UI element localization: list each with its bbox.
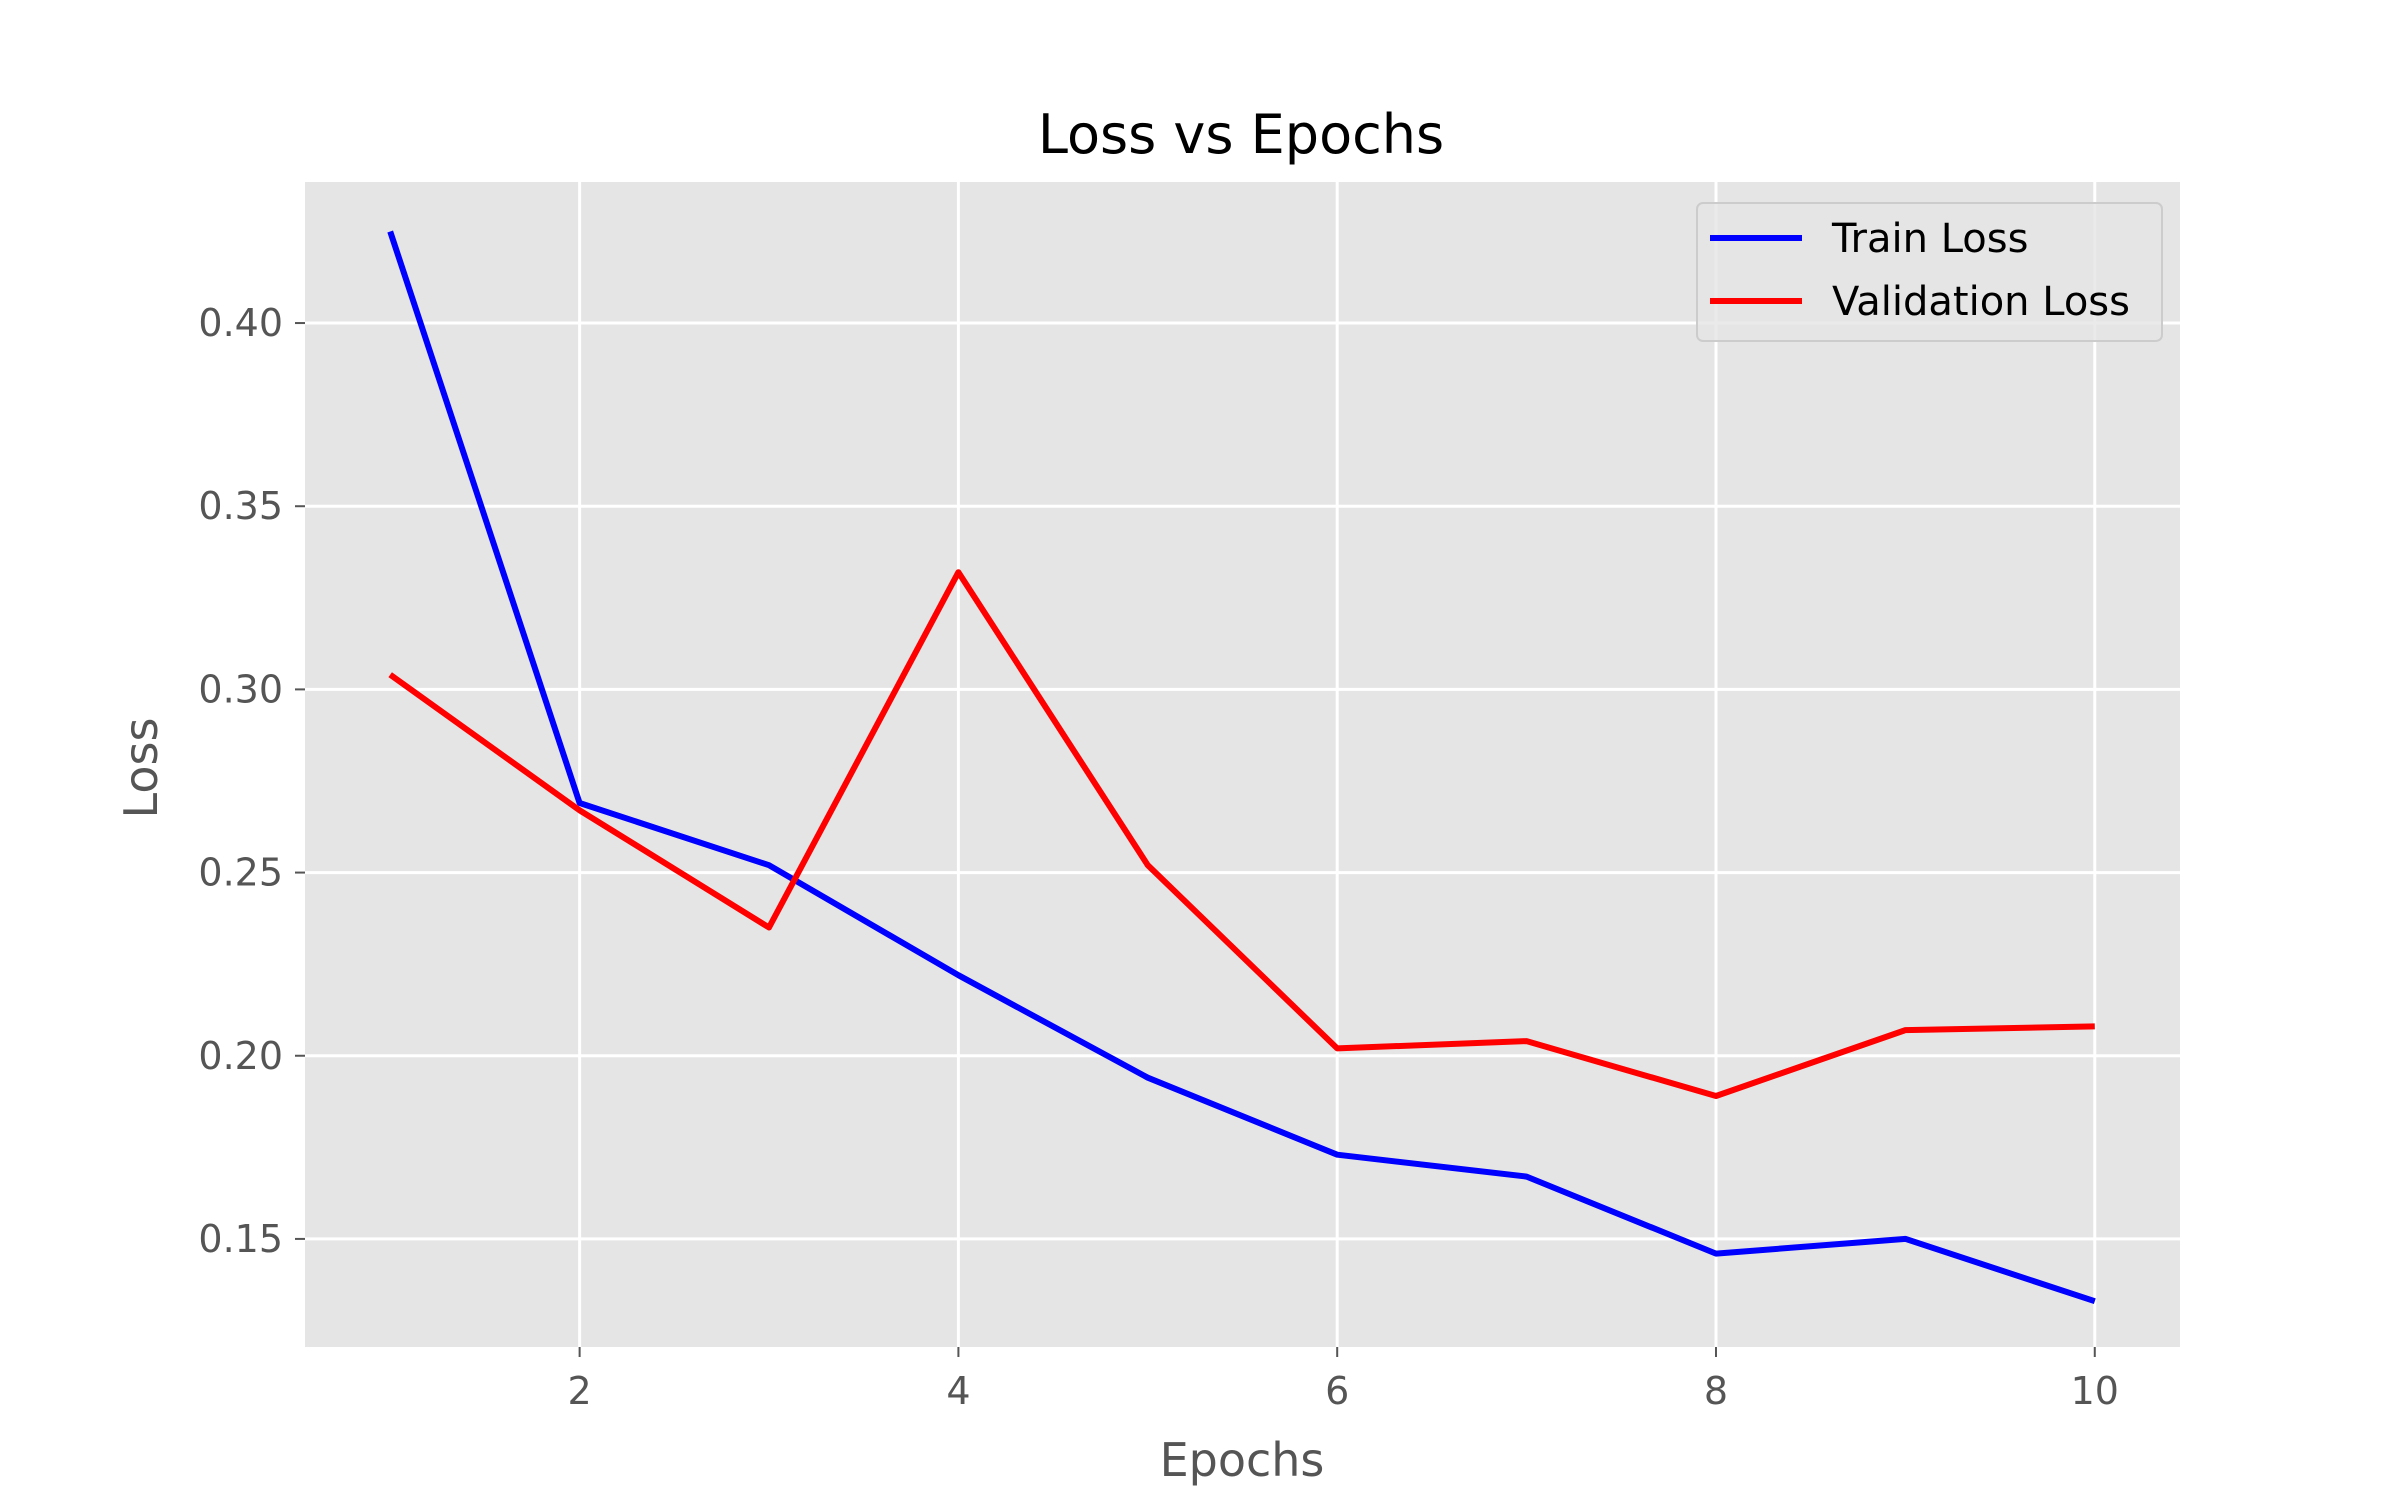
data-point-train-loss xyxy=(768,864,770,866)
data-point-train-loss xyxy=(389,230,391,232)
x-tick-label: 6 xyxy=(1325,1369,1349,1413)
data-point-validation-loss xyxy=(957,571,959,573)
legend: Train Loss Validation Loss xyxy=(1696,202,2163,342)
y-tick-label: 0.35 xyxy=(198,484,283,528)
y-tick-label: 0.20 xyxy=(198,1034,283,1078)
data-point-validation-loss xyxy=(1904,1029,1906,1031)
data-point-validation-loss xyxy=(2094,1025,2096,1027)
data-point-train-loss xyxy=(1904,1238,1906,1240)
x-tick-label: 2 xyxy=(568,1369,592,1413)
data-point-train-loss xyxy=(1147,1077,1149,1079)
data-point-train-loss xyxy=(1715,1253,1717,1255)
legend-label-validation-loss: Validation Loss xyxy=(1832,279,2130,325)
y-tick-label: 0.25 xyxy=(198,851,283,895)
x-tick-label: 4 xyxy=(946,1369,970,1413)
x-tick-label: 8 xyxy=(1704,1369,1728,1413)
y-tick-label: 0.30 xyxy=(198,667,283,711)
data-point-validation-loss xyxy=(768,927,770,929)
plot-area xyxy=(305,182,2180,1347)
legend-box xyxy=(1696,202,2163,342)
data-point-validation-loss xyxy=(1336,1047,1338,1049)
data-point-train-loss xyxy=(957,974,959,976)
y-axis-label: Loss xyxy=(114,718,168,819)
data-point-validation-loss xyxy=(389,674,391,676)
series-lines xyxy=(387,230,2096,1305)
data-point-validation-loss xyxy=(1526,1040,1528,1042)
axis-ticks: 2 4 6 8 10 0.15 0.20 0.25 0.30 0.35 0.40 xyxy=(198,301,2119,1413)
x-axis-label: Epochs xyxy=(1160,1433,1325,1487)
chart-title: Loss vs Epochs xyxy=(1038,103,1444,166)
data-point-train-loss xyxy=(2094,1300,2096,1302)
data-point-validation-loss xyxy=(1715,1095,1717,1097)
series-line-validation-loss xyxy=(388,569,2095,1099)
series-line-train-loss xyxy=(387,230,2096,1305)
y-tick-label: 0.40 xyxy=(198,301,283,345)
legend-label-train-loss: Train Loss xyxy=(1831,216,2028,262)
data-point-validation-loss xyxy=(579,809,581,811)
data-point-train-loss xyxy=(1336,1154,1338,1156)
data-point-validation-loss xyxy=(1147,864,1149,866)
y-tick-label: 0.15 xyxy=(198,1217,283,1261)
x-tick-label: 10 xyxy=(2071,1369,2119,1413)
data-point-train-loss xyxy=(579,802,581,804)
data-point-train-loss xyxy=(1526,1176,1528,1178)
